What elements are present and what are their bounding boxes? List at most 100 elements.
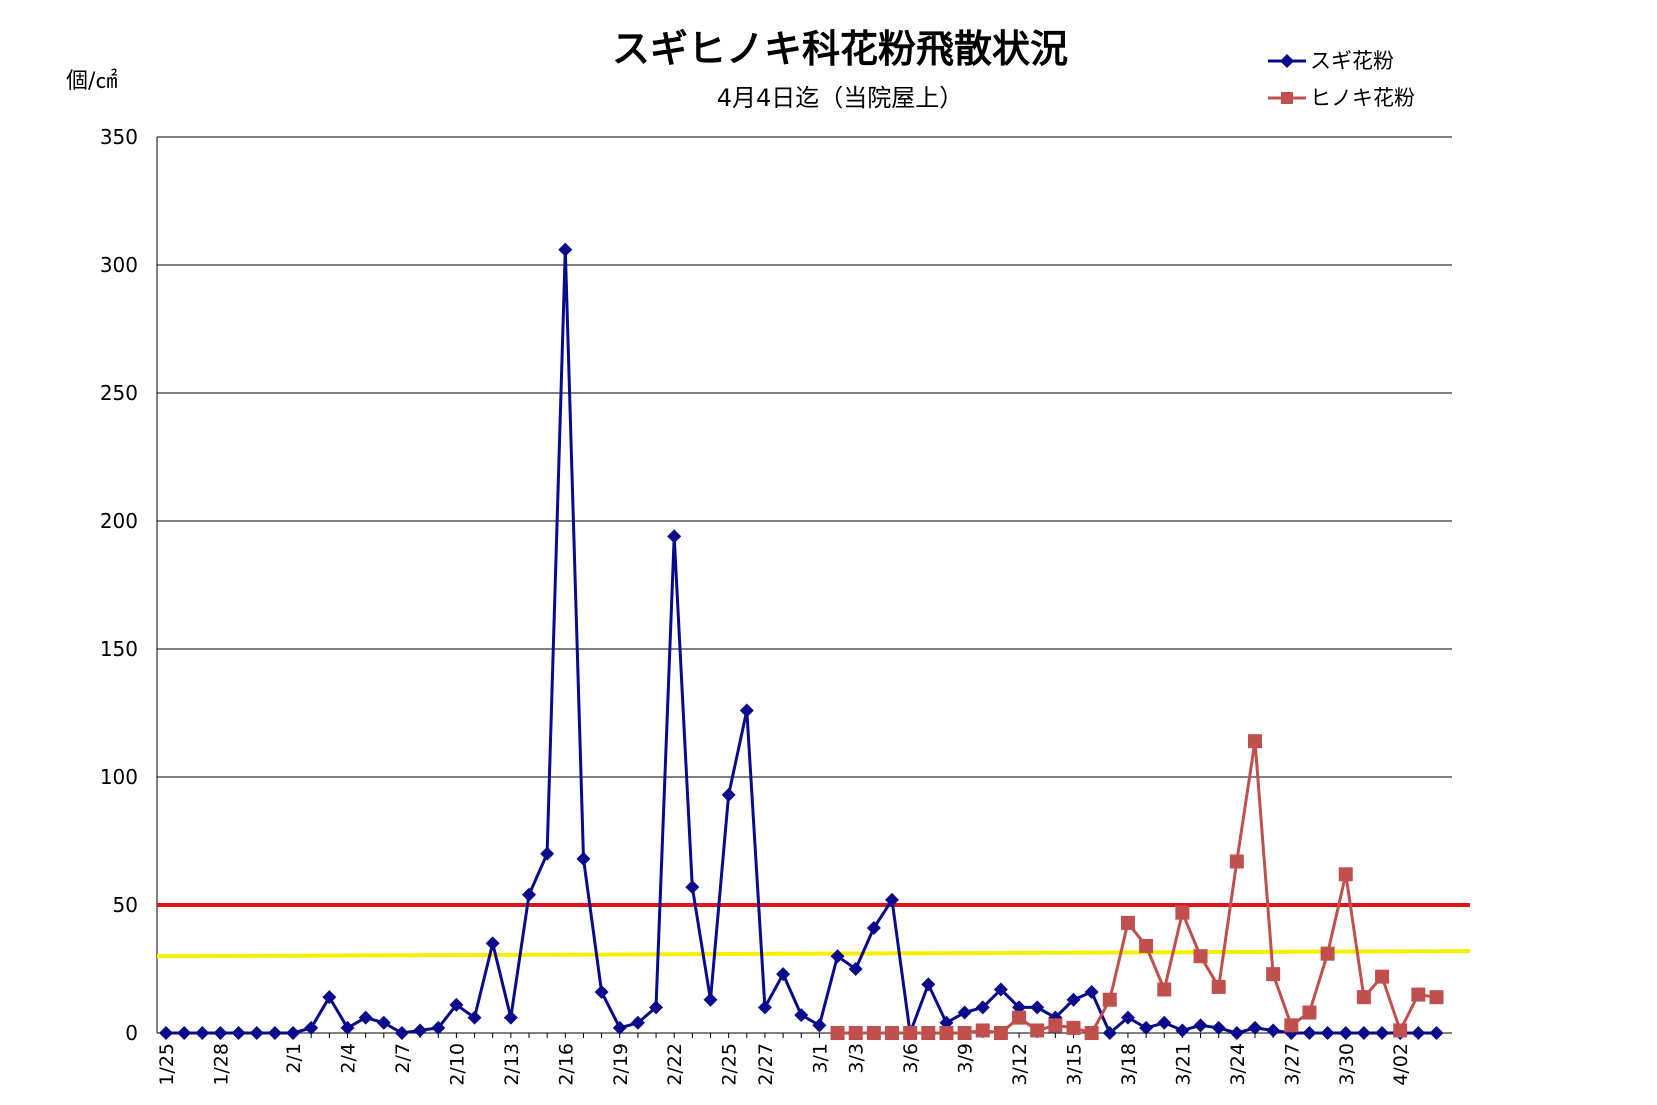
data-point [903,1026,918,1040]
x-tick-label: 2/27 [755,1043,777,1086]
data-point [503,1010,518,1025]
x-tick-label: 2/10 [446,1043,468,1086]
data-point [885,1026,899,1040]
data-point [721,787,736,802]
data-point [213,1026,228,1040]
x-tick-label: 4/02 [1390,1043,1412,1086]
data-point [467,1010,482,1025]
legend-label-sugi: スギ花粉 [1310,49,1394,73]
data-point [1229,854,1244,869]
data-point [1411,987,1426,1002]
data-point [776,967,791,982]
x-tick-label: 3/9 [955,1043,977,1074]
data-point [957,1005,972,1020]
y-tick-label-0: 0 [125,1021,138,1045]
x-tick-label: 3/18 [1118,1043,1140,1086]
data-point [1175,1023,1190,1038]
data-point [866,921,881,936]
data-point [1120,1010,1135,1025]
data-point [1066,992,1081,1007]
y-tick-label-50: 50 [113,893,138,917]
x-tick-label: 2/22 [664,1043,686,1086]
data-point [630,1015,645,1030]
data-point [1084,1026,1099,1040]
x-tick-label: 3/27 [1281,1043,1303,1086]
data-point [431,1020,446,1035]
data-point [1157,982,1172,997]
data-point [1030,1023,1045,1038]
data-point [667,529,682,544]
series-layer [159,242,1444,1040]
data-point [1193,1018,1208,1033]
data-point [1393,1023,1408,1038]
data-point [1211,1020,1226,1035]
data-point [576,851,591,866]
data-point [1139,1020,1154,1035]
legend-item-hinoki: ヒノキ花粉 [1268,86,1415,110]
x-tick-label: 3/24 [1227,1043,1249,1086]
x-tick-label: 2/4 [338,1043,360,1074]
x-tick-label: 2/25 [719,1043,741,1086]
axes [156,137,1452,1038]
data-point [866,1026,881,1040]
legend-marker-hinoki [1281,92,1293,104]
data-point [1139,938,1154,953]
data-point [413,1023,428,1038]
legend-item-sugi: スギ花粉 [1268,49,1394,73]
data-point [558,242,573,257]
data-point [540,846,555,861]
series-0 [159,242,1444,1040]
data-point [267,1026,282,1040]
data-point [358,1010,373,1025]
data-point [1302,1005,1317,1020]
y-axis-label: 個/㎠ [66,68,117,94]
chart-subtitle: 4月4日迄（当院屋上） [717,84,964,112]
data-point [812,1018,827,1033]
reference-line-1 [156,949,1471,959]
data-point [231,1026,246,1040]
series-line-0 [166,248,1437,1035]
x-tick-label: 3/15 [1064,1043,1086,1086]
data-point [1211,979,1226,994]
x-tick-label: 3/12 [1009,1043,1031,1086]
x-tick-label: 2/7 [392,1043,414,1074]
data-point [1284,1018,1299,1033]
y-tick-label-300: 300 [100,253,138,277]
data-point [1302,1026,1317,1040]
y-tick-label-350: 350 [100,125,138,149]
data-point [1102,1026,1117,1040]
data-point [1030,1000,1045,1015]
data-point [848,962,863,976]
data-point [394,1026,409,1040]
x-tick-label: 2/16 [555,1043,577,1086]
data-point [485,936,500,951]
data-point [1411,1026,1426,1040]
data-point [1429,1026,1444,1040]
data-point [1193,949,1208,964]
data-point [1266,967,1281,982]
y-tick-labels: 0 50 100 150 200 250 300 350 [100,125,138,1045]
data-point [848,1026,863,1040]
data-point [830,1026,845,1040]
data-point [975,1000,990,1015]
legend-marker-sugi [1280,54,1294,68]
data-point [286,1026,301,1040]
data-point [1248,1020,1262,1035]
x-tick-label: 3/21 [1172,1043,1194,1086]
data-point [249,1026,264,1040]
data-point [921,1026,936,1040]
x-tick-label: 2/1 [283,1043,305,1074]
x-tick-label: 3/3 [846,1043,868,1074]
x-tick-label: 1/25 [156,1043,178,1086]
data-point [1338,1026,1353,1040]
data-point [1102,992,1117,1007]
y-tick-label-150: 150 [100,637,138,661]
data-point [1084,985,1099,1000]
x-tick-label: 3/6 [900,1043,922,1074]
x-tick-label: 2/13 [501,1043,523,1086]
legend-label-hinoki: ヒノキ花粉 [1310,86,1415,110]
data-point [1429,990,1444,1005]
x-tick-label: 3/1 [809,1043,831,1074]
data-point [921,977,936,992]
